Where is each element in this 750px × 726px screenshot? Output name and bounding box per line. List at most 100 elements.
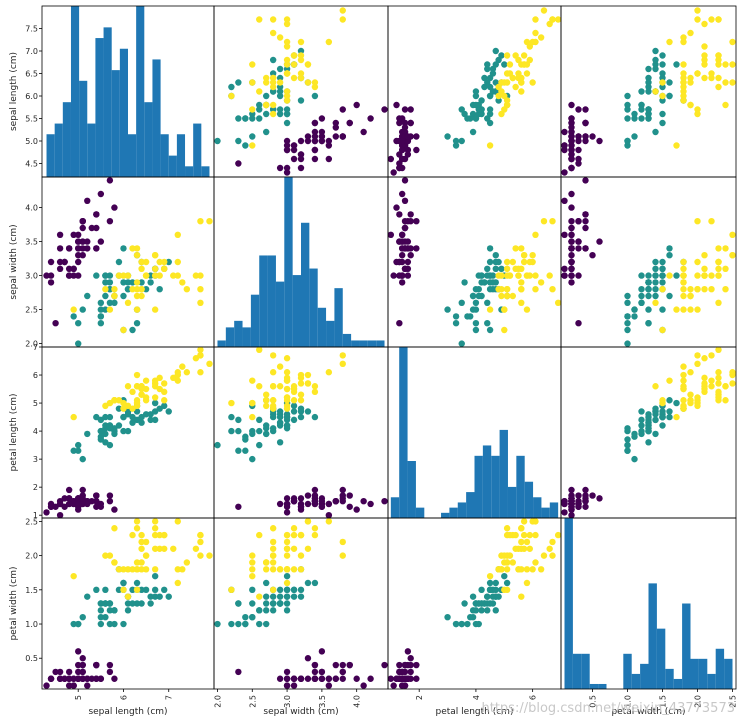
scatter-point (269, 425, 277, 432)
scatter-point (84, 593, 91, 600)
histogram-bar (250, 294, 260, 347)
scatter-point (498, 292, 505, 300)
scatter-point (106, 425, 114, 432)
x-axis-label: petal length (cm) (436, 707, 514, 717)
scatter-point (554, 299, 561, 306)
scatter-point (638, 106, 645, 113)
scatter-point (722, 265, 729, 272)
scatter-point (659, 413, 666, 421)
x-tick-label: 2 (415, 695, 424, 700)
scatter-point (97, 427, 105, 435)
histogram-bar (193, 123, 202, 177)
scatter-point (97, 620, 105, 628)
scatter-point (381, 106, 388, 113)
scatter-point (311, 413, 319, 421)
scatter-point (475, 106, 482, 113)
scatter-point (523, 306, 531, 313)
scatter-point (197, 352, 204, 359)
scatter-point (520, 61, 528, 68)
scatter-point (339, 675, 346, 682)
scatter-point (256, 593, 263, 600)
scatter-point (458, 299, 465, 306)
scatter-point (346, 503, 353, 510)
scatter-point (401, 124, 409, 131)
scatter-point (339, 7, 346, 14)
scatter-point (518, 286, 525, 293)
scatter-point (179, 566, 186, 573)
scatter-point (276, 408, 284, 415)
scatter-point (151, 272, 159, 279)
scatter-point (133, 279, 141, 286)
y-tick-label: 1.5 (25, 586, 38, 595)
scatter-point (367, 115, 374, 122)
panel-3-2 (388, 518, 561, 689)
histogram-bar (715, 648, 725, 689)
scatter-point (228, 399, 235, 407)
scatter-point (79, 455, 86, 463)
scatter-point (568, 137, 575, 145)
histogram-bar (351, 340, 360, 347)
scatter-point (151, 252, 159, 259)
scatter-point (529, 79, 536, 86)
scatter-point (283, 355, 291, 362)
scatter-point (526, 545, 534, 552)
histogram-bar (698, 658, 708, 689)
scatter-point (133, 286, 141, 293)
scatter-point (523, 272, 531, 279)
scatter-point (687, 74, 694, 82)
scatter-point (659, 422, 666, 429)
scatter-point (47, 279, 55, 286)
scatter-point (523, 38, 531, 46)
scatter-point (283, 579, 291, 587)
scatter-point (715, 52, 722, 59)
scatter-point (151, 306, 159, 313)
histogram-bar (415, 507, 425, 518)
scatter-point (492, 265, 499, 272)
scatter-point (297, 374, 305, 382)
scatter-point (263, 391, 270, 398)
scatter-point (283, 552, 291, 559)
scatter-point (269, 559, 277, 566)
scatter-point (645, 115, 652, 122)
scatter-point (680, 74, 687, 82)
scatter-point (652, 292, 659, 300)
scatter-point (492, 579, 499, 587)
histogram-bar (128, 134, 137, 177)
scatter-point (120, 620, 127, 628)
scatter-point (79, 675, 86, 682)
scatter-point (495, 593, 502, 600)
scatter-point (174, 518, 181, 525)
scatter-point (106, 620, 114, 628)
scatter-point (65, 245, 73, 252)
scatter-point (520, 531, 528, 539)
scatter-point (311, 661, 319, 669)
histogram-bar (342, 333, 352, 347)
scatter-point (729, 252, 736, 259)
scatter-point (269, 586, 277, 594)
scatter-point (263, 101, 270, 109)
scatter-point (729, 38, 736, 46)
scatter-point (263, 422, 270, 429)
scatter-point (304, 380, 312, 387)
scatter-point (304, 500, 312, 508)
histogram-bar (111, 70, 120, 177)
scatter-point (388, 231, 395, 238)
scatter-point (276, 500, 284, 508)
scatter-point (269, 29, 277, 37)
scatter-point (65, 486, 73, 494)
scatter-point (478, 607, 485, 614)
scatter-point (575, 320, 582, 327)
scatter-point (722, 286, 729, 293)
scatter-point (701, 383, 708, 390)
scatter-point (235, 427, 242, 435)
histogram-bar (309, 268, 318, 347)
scatter-point (142, 394, 150, 401)
scatter-point (311, 579, 319, 587)
scatter-point (106, 441, 114, 449)
y-tick-label: 6.0 (25, 92, 38, 101)
scatter-point (75, 238, 82, 245)
scatter-point (575, 160, 582, 167)
scatter-point (568, 224, 575, 232)
scatter-point (475, 620, 482, 628)
scatter-point (396, 238, 403, 245)
